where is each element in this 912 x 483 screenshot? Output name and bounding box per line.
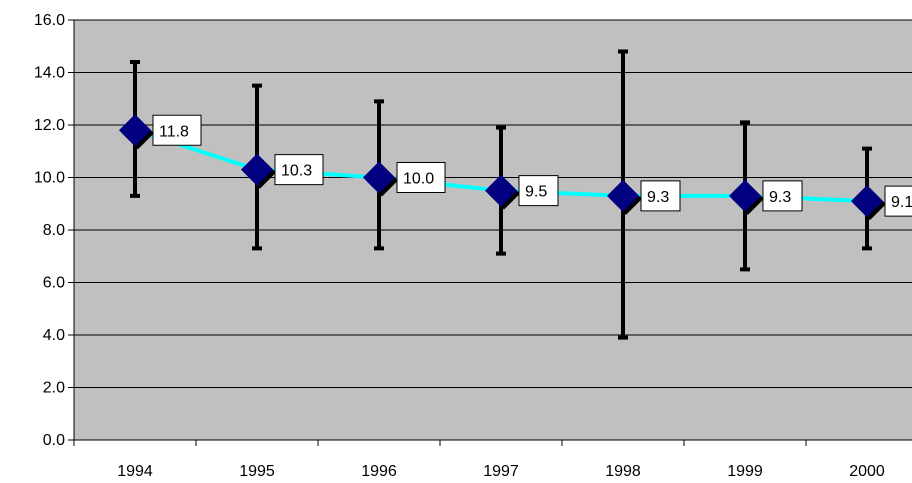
y-tick-label: 4.0 <box>43 327 65 344</box>
data-point-marker <box>241 153 273 186</box>
x-tick-label: 1994 <box>117 463 153 480</box>
data-label: 11.8 <box>159 123 189 140</box>
data-label: 9.1 <box>891 194 912 211</box>
y-tick-label: 10.0 <box>34 170 65 187</box>
x-tick-label: 1999 <box>727 463 763 480</box>
data-label: 10.3 <box>281 163 312 180</box>
y-axis-tick-labels: 0.0 2.0 4.0 6.0 8.0 10.0 12.0 14.0 16.0 <box>34 12 65 449</box>
data-point-marker <box>851 185 883 218</box>
x-tick-label: 1998 <box>605 463 641 480</box>
y-tick-label: 8.0 <box>43 222 65 239</box>
data-label-box <box>884 185 912 217</box>
data-label-box <box>152 114 202 146</box>
gridlines <box>74 19 912 388</box>
data-point-marker <box>119 114 151 147</box>
x-axis-tick-labels: 1994 1995 1996 1997 1998 1999 2000 <box>117 463 885 480</box>
data-label-box <box>640 180 681 212</box>
x-tick-label: 1995 <box>239 463 275 480</box>
y-tick-label: 6.0 <box>43 275 65 292</box>
x-tick-label: 2000 <box>849 463 885 480</box>
y-tick-label: 12.0 <box>34 117 65 134</box>
x-tick-label: 1997 <box>483 463 519 480</box>
y-tick-label: 16.0 <box>34 12 65 29</box>
data-label-box <box>274 154 324 186</box>
data-label: 9.3 <box>647 189 669 206</box>
series-markers <box>119 114 886 221</box>
x-tick-label: 1996 <box>361 463 397 480</box>
data-point-marker <box>485 174 517 207</box>
data-label: 9.3 <box>769 189 791 206</box>
data-labels: 11.8 10.3 10.0 9.5 9.3 9.3 9.1 <box>152 114 912 217</box>
data-point-marker <box>607 179 639 212</box>
y-tick-label: 0.0 <box>43 432 65 449</box>
data-label-box <box>518 175 559 207</box>
data-point-marker <box>729 179 761 212</box>
data-label-box <box>762 180 803 212</box>
data-label: 9.5 <box>525 184 547 201</box>
data-label-box <box>396 162 446 193</box>
data-point-marker <box>363 161 395 194</box>
data-label: 10.0 <box>403 171 434 188</box>
y-tick-label: 14.0 <box>34 65 65 82</box>
axes <box>68 19 912 446</box>
y-tick-label: 2.0 <box>43 380 65 397</box>
